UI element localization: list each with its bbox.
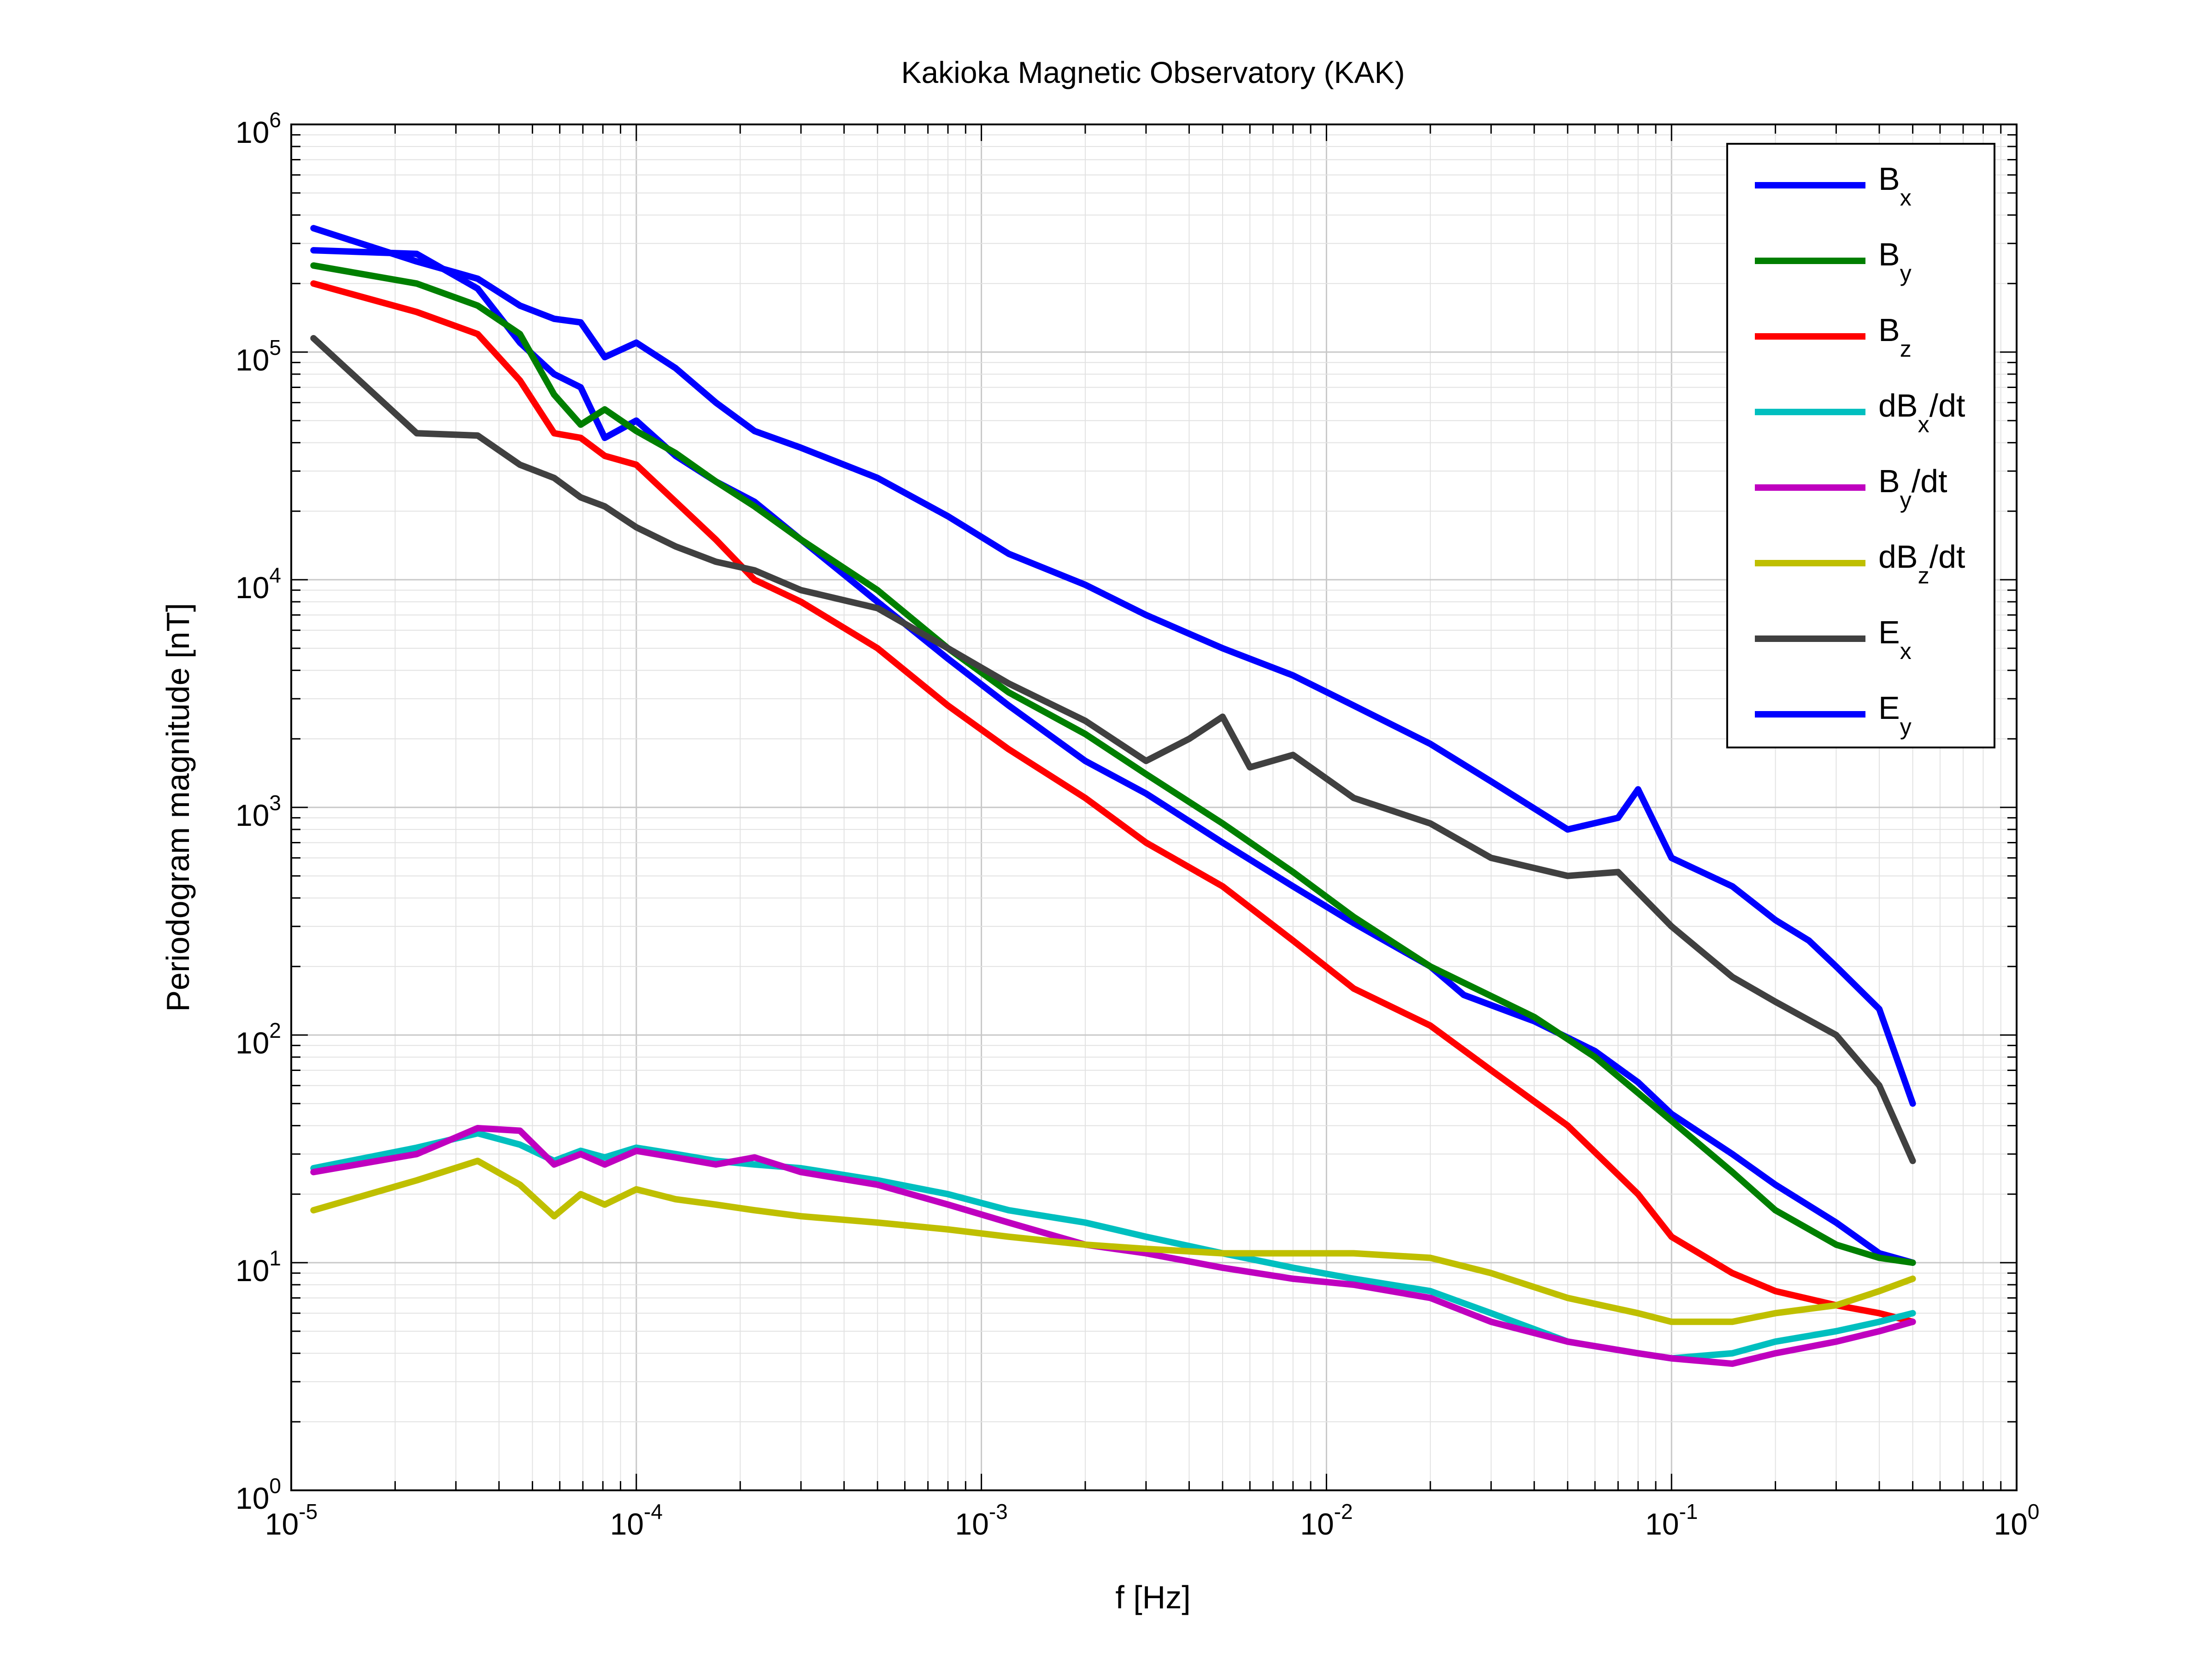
y-tick-label: 101 bbox=[235, 1246, 281, 1288]
legend-label-sub: y bbox=[1900, 260, 1912, 286]
y-tick-label-base: 10 bbox=[235, 1253, 269, 1288]
legend-label-sub: y bbox=[1900, 487, 1912, 513]
series-line-2 bbox=[310, 262, 1916, 1266]
legend-label-main: B bbox=[1878, 463, 1900, 499]
y-tick-label-exp: 4 bbox=[269, 563, 281, 587]
x-tick-label: 10-2 bbox=[1300, 1500, 1353, 1541]
legend-label-5: By/dt bbox=[1878, 463, 1947, 513]
legend-label-main: E bbox=[1878, 690, 1900, 726]
x-tick-label: 10-4 bbox=[610, 1500, 663, 1541]
series-line-1 bbox=[310, 247, 1916, 1266]
x-tick-label-base: 10 bbox=[610, 1507, 644, 1541]
legend-label-2: By bbox=[1878, 236, 1912, 286]
legend-label-main: B bbox=[1878, 236, 1900, 272]
y-tick-label-base: 10 bbox=[235, 115, 269, 149]
series-line-8 bbox=[310, 225, 1916, 1107]
legend-label-sub: y bbox=[1900, 714, 1912, 740]
y-axis-label: Periodogram magnitude [nT] bbox=[160, 603, 196, 1012]
y-tick-label: 102 bbox=[235, 1018, 281, 1060]
y-tick-label-exp: 5 bbox=[269, 335, 281, 359]
legend-label-8: Ey bbox=[1878, 690, 1912, 740]
tick-marks bbox=[290, 124, 2018, 1491]
legend-label-1: Bx bbox=[1878, 161, 1912, 211]
y-tick-label-exp: 2 bbox=[269, 1018, 281, 1042]
x-tick-label-base: 10 bbox=[955, 1507, 988, 1541]
x-tick-labels: 10-5 10-4 10-3 10-2 10-1 100 bbox=[265, 1500, 2040, 1541]
legend-label-main: B bbox=[1878, 161, 1900, 197]
y-tick-label-base: 10 bbox=[235, 1481, 269, 1515]
x-tick-label-exp: -4 bbox=[644, 1500, 663, 1524]
legend-label-main: dB bbox=[1878, 539, 1918, 575]
x-tick-label-exp: -5 bbox=[299, 1500, 318, 1524]
legend-label-sub: z bbox=[1918, 563, 1930, 588]
legend-label-7: Ex bbox=[1878, 614, 1912, 664]
x-tick-label-exp: -2 bbox=[1334, 1500, 1353, 1524]
legend-label-sub: z bbox=[1900, 336, 1912, 362]
legend-label-main: dB bbox=[1878, 388, 1918, 424]
legend-label-sub: x bbox=[1918, 412, 1930, 437]
x-tick-label-exp: -1 bbox=[1679, 1500, 1698, 1524]
legend-label-suffix: /dt bbox=[1912, 463, 1947, 499]
legend-label-4: dBx/dt bbox=[1878, 388, 1965, 437]
y-tick-label: 103 bbox=[235, 791, 281, 832]
y-tick-label-base: 10 bbox=[235, 1026, 269, 1060]
x-axis-label: f [Hz] bbox=[1115, 1579, 1190, 1615]
y-tick-label: 106 bbox=[235, 108, 281, 149]
chart-title: Kakioka Magnetic Observatory (KAK) bbox=[901, 55, 1405, 89]
y-tick-label-exp: 6 bbox=[269, 108, 281, 132]
series-line-5 bbox=[310, 1125, 1916, 1367]
x-tick-label: 100 bbox=[1994, 1500, 2039, 1541]
legend-label-6: dBz/dt bbox=[1878, 539, 1965, 588]
legend-box bbox=[1726, 143, 1995, 748]
legend-label-sub: x bbox=[1900, 185, 1912, 211]
y-tick-label: 105 bbox=[235, 335, 281, 377]
y-tick-label-base: 10 bbox=[235, 571, 269, 605]
series-line-6 bbox=[310, 1158, 1916, 1325]
x-tick-label: 10-3 bbox=[955, 1500, 1007, 1541]
y-tick-label: 104 bbox=[235, 563, 281, 605]
x-tick-label-base: 10 bbox=[265, 1507, 299, 1541]
y-tick-label-exp: 0 bbox=[269, 1474, 281, 1498]
x-tick-label: 10-1 bbox=[1645, 1500, 1698, 1541]
x-tick-label-base: 10 bbox=[1645, 1507, 1679, 1541]
legend-label-sub: x bbox=[1900, 638, 1912, 664]
legend-label-main: B bbox=[1878, 312, 1900, 348]
legend-label-suffix: /dt bbox=[1930, 539, 1965, 575]
legend-label-suffix: /dt bbox=[1930, 388, 1965, 424]
legend-label-3: Bz bbox=[1878, 312, 1912, 362]
x-tick-label: 10-5 bbox=[265, 1500, 318, 1541]
x-tick-label-base: 10 bbox=[1300, 1507, 1334, 1541]
y-tick-label-base: 10 bbox=[235, 343, 269, 377]
series-line-7 bbox=[310, 335, 1916, 1165]
y-tick-label-exp: 3 bbox=[269, 791, 281, 815]
x-tick-label-base: 10 bbox=[1994, 1507, 2027, 1541]
x-tick-label-exp: 0 bbox=[2028, 1500, 2040, 1524]
y-tick-label-exp: 1 bbox=[269, 1246, 281, 1270]
x-tick-label-exp: -3 bbox=[989, 1500, 1008, 1524]
y-tick-label: 100 bbox=[235, 1474, 281, 1515]
series-line-3 bbox=[310, 280, 1916, 1325]
y-tick-label-base: 10 bbox=[235, 798, 269, 832]
legend-label-main: E bbox=[1878, 614, 1900, 650]
series-group bbox=[310, 225, 1916, 1367]
